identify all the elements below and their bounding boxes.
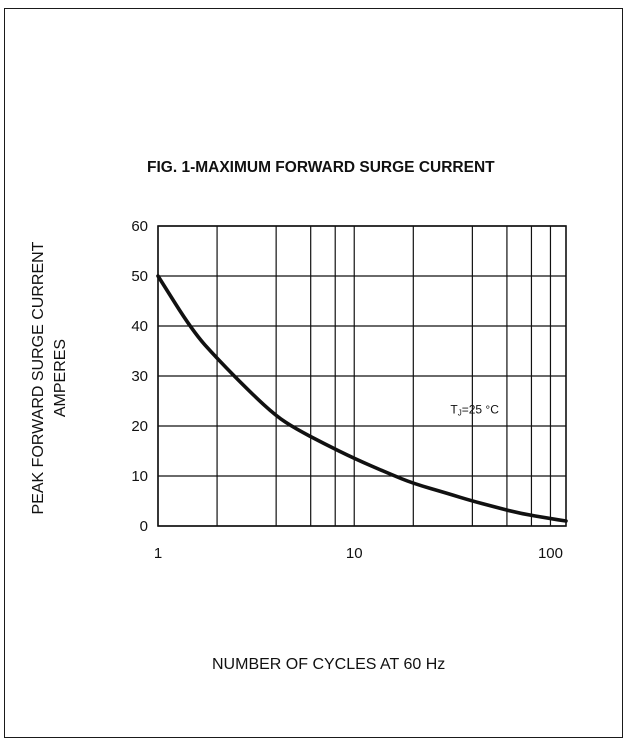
x-tick-label: 1 <box>154 545 162 562</box>
junction-temp-annotation: TJ=25 °C <box>450 403 499 418</box>
chart-title: FIG. 1-MAXIMUM FORWARD SURGE CURRENT <box>147 159 495 176</box>
series <box>156 274 568 523</box>
annotations: TJ=25 °C <box>450 403 499 418</box>
x-axis-label: NUMBER OF CYCLES AT 60 Hz <box>212 656 446 673</box>
x-tick-label: 100 <box>538 545 563 562</box>
figure-frame <box>4 8 623 738</box>
y-tick-label: 50 <box>131 268 148 285</box>
x-tick-label: 10 <box>346 545 363 562</box>
grid <box>157 225 567 527</box>
y-tick-label: 30 <box>131 368 148 385</box>
surge-current-curve <box>156 274 568 523</box>
y-tick-label: 0 <box>140 518 148 535</box>
tick-labels: 0 10 20 30 40 50 60 1 10 100 <box>131 218 563 562</box>
y-tick-label: 10 <box>131 468 148 485</box>
y-tick-label: 20 <box>131 418 148 435</box>
y-tick-label: 60 <box>131 218 148 235</box>
y-tick-label: 40 <box>131 318 148 335</box>
plot-border <box>157 225 567 527</box>
